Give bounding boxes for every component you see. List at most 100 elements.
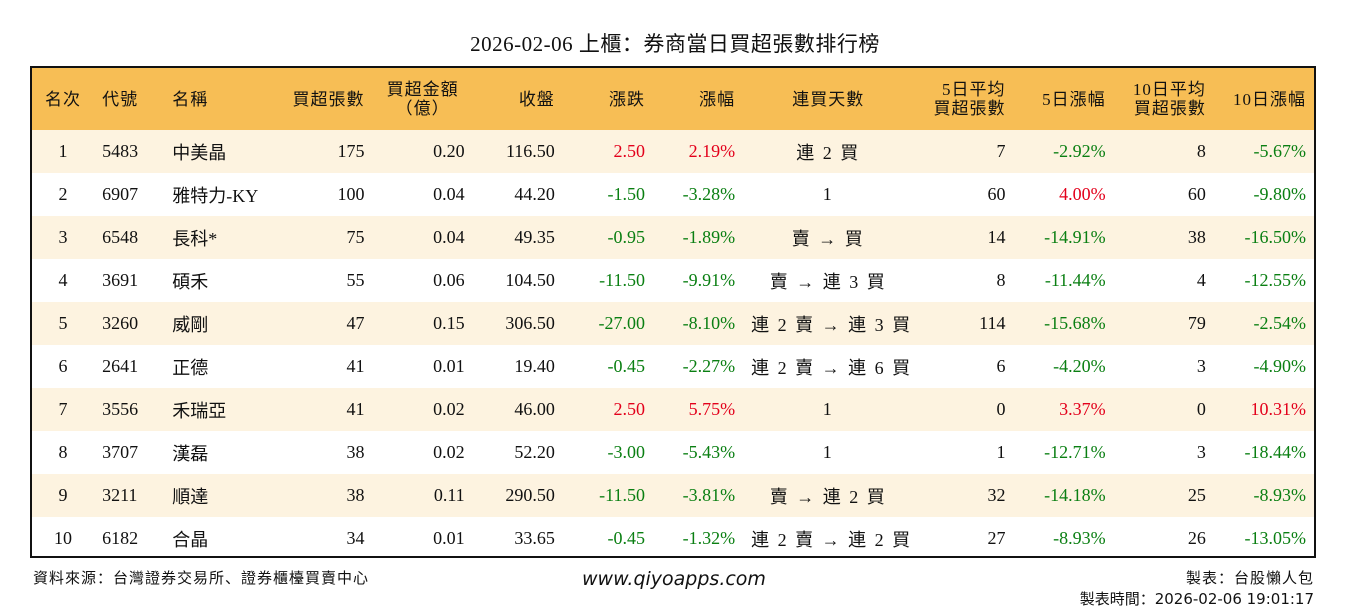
cell-rank: 10 [54,528,73,548]
cell-net-buy-lots: 38 [346,442,365,462]
table-row: 8 3707 漢磊 38 0.02 52.20 -3.00 -5.43% 1 1… [32,431,1314,474]
cell-net-buy-amount: 0.20 [433,141,465,161]
cell-change: 2.50 [613,141,645,161]
table-row: 1 5483 中美晶 175 0.20 116.50 2.50 2.19% 連 … [32,130,1314,173]
table-row: 7 3556 禾瑞亞 41 0.02 46.00 2.50 5.75% 1 0 … [32,388,1314,431]
cell-rank: 4 [58,270,68,290]
cell-net-buy-lots: 100 [337,184,365,204]
cell-avg5: 14 [987,227,1006,247]
cell-net-buy-amount: 0.06 [433,270,465,290]
cell-streak: 賣 → 連 2 買 [769,486,887,507]
cell-rank: 8 [58,442,68,462]
cell-rank: 6 [58,356,68,376]
cell-change-pct: 2.19% [688,141,736,161]
cell-change: -0.95 [607,227,645,247]
cell-avg10: 8 [1196,141,1206,161]
cell-streak: 連 2 賣 → 連 2 買 [751,529,913,550]
made-timestamp: 製表時間：2026-02-06 19:01:17 [1079,590,1314,608]
cell-pct10: -18.44% [1244,442,1307,462]
cell-net-buy-lots: 75 [346,227,365,247]
cell-name: 禾瑞亞 [172,400,227,421]
table-body: 1 5483 中美晶 175 0.20 116.50 2.50 2.19% 連 … [32,130,1314,560]
cell-change-pct: -8.10% [682,313,736,333]
cell-change: -3.00 [607,442,645,462]
cell-pct5: -14.18% [1044,485,1106,505]
cell-pct10: -9.80% [1253,184,1307,204]
cell-rank: 9 [58,485,68,505]
cell-avg5: 32 [987,485,1006,505]
cell-pct5: -2.92% [1053,141,1106,161]
table-row: 6 2641 正德 41 0.01 19.40 -0.45 -2.27% 連 2… [32,345,1314,388]
cell-code: 5483 [102,141,139,161]
header-avg10-line2: 買超張數 [1133,99,1206,118]
header-net-buy-amount-line2: （億） [395,99,450,118]
header-net-buy-lots: 買超張數 [292,89,365,109]
cell-streak: 1 [822,184,834,204]
header-change: 漲跌 [608,89,645,109]
cell-change-pct: -1.32% [682,528,736,548]
header-close: 收盤 [518,89,555,109]
cell-code: 6907 [102,184,139,204]
cell-net-buy-lots: 47 [346,313,365,333]
cell-change: -0.45 [607,528,645,548]
table-row: 5 3260 威剛 47 0.15 306.50 -27.00 -8.10% 連… [32,302,1314,345]
cell-avg5: 27 [987,528,1006,548]
cell-code: 2641 [102,356,139,376]
cell-avg10: 25 [1187,485,1206,505]
cell-pct5: -4.20% [1053,356,1106,376]
cell-change: -11.50 [599,270,645,290]
page-title: 2026-02-06 上櫃：券商當日買超張數排行榜 [470,32,880,56]
cell-pct5: -8.93% [1053,528,1106,548]
cell-avg10: 4 [1196,270,1206,290]
cell-avg5: 8 [996,270,1006,290]
cell-net-buy-amount: 0.01 [433,528,465,548]
cell-close: 49.35 [514,227,555,247]
cell-change-pct: -3.28% [682,184,736,204]
cell-avg5: 1 [996,442,1006,462]
cell-name: 雅特力-KY [172,185,259,206]
cell-code: 6182 [102,528,139,548]
cell-code: 3260 [102,313,139,333]
cell-code: 6548 [102,227,139,247]
cell-net-buy-lots: 38 [346,485,365,505]
cell-change-pct: -1.89% [682,227,736,247]
cell-close: 33.65 [514,528,555,548]
cell-code: 3556 [102,399,139,419]
cell-net-buy-lots: 34 [346,528,365,548]
table-row: 9 3211 順達 38 0.11 290.50 -11.50 -3.81% 賣… [32,474,1314,517]
cell-streak: 1 [822,399,834,419]
header-avg5: 5日平均 買超張數 [913,68,1013,130]
cell-avg5: 60 [987,184,1006,204]
cell-rank: 1 [58,141,68,161]
cell-name: 碩禾 [172,271,209,292]
website-link[interactable]: www.qiyoapps.com [582,568,766,590]
header-rank: 名次 [45,89,82,109]
cell-avg10: 38 [1187,227,1206,247]
cell-change: -11.50 [599,485,645,505]
cell-net-buy-amount: 0.02 [433,399,465,419]
cell-name: 合晶 [172,529,209,550]
cell-net-buy-amount: 0.04 [433,184,465,204]
header-avg10: 10日平均 買超張數 [1114,68,1214,130]
cell-avg5: 6 [996,356,1006,376]
cell-change: -27.00 [598,313,645,333]
cell-pct10: -8.93% [1253,485,1307,505]
cell-change-pct: -9.91% [682,270,736,290]
ranking-table-container: 名次 代號 名稱 買超張數 買超金額 （億） 收盤 漲跌 漲幅 連買天數 5日平… [30,66,1316,558]
cell-change: -0.45 [607,356,645,376]
cell-pct5: 3.37% [1059,399,1106,419]
cell-change: -1.50 [607,184,645,204]
cell-avg5: 0 [996,399,1006,419]
cell-rank: 3 [58,227,68,247]
cell-rank: 7 [58,399,68,419]
table-row: 3 6548 長科* 75 0.04 49.35 -0.95 -1.89% 賣 … [32,216,1314,259]
header-avg10-line1: 10日平均 [1132,80,1206,99]
header-pct5: 5日漲幅 [1042,89,1106,109]
ranking-table: 名次 代號 名稱 買超張數 買超金額 （億） 收盤 漲跌 漲幅 連買天數 5日平… [32,68,1314,560]
cell-streak: 連 2 賣 → 連 3 買 [751,314,913,335]
cell-streak: 賣 → 連 3 買 [769,271,887,292]
cell-change: 2.50 [613,399,645,419]
table-header-row: 名次 代號 名稱 買超張數 買超金額 （億） 收盤 漲跌 漲幅 連買天數 5日平… [32,68,1314,130]
cell-streak: 賣 → 買 [791,228,865,249]
cell-close: 306.50 [505,313,555,333]
